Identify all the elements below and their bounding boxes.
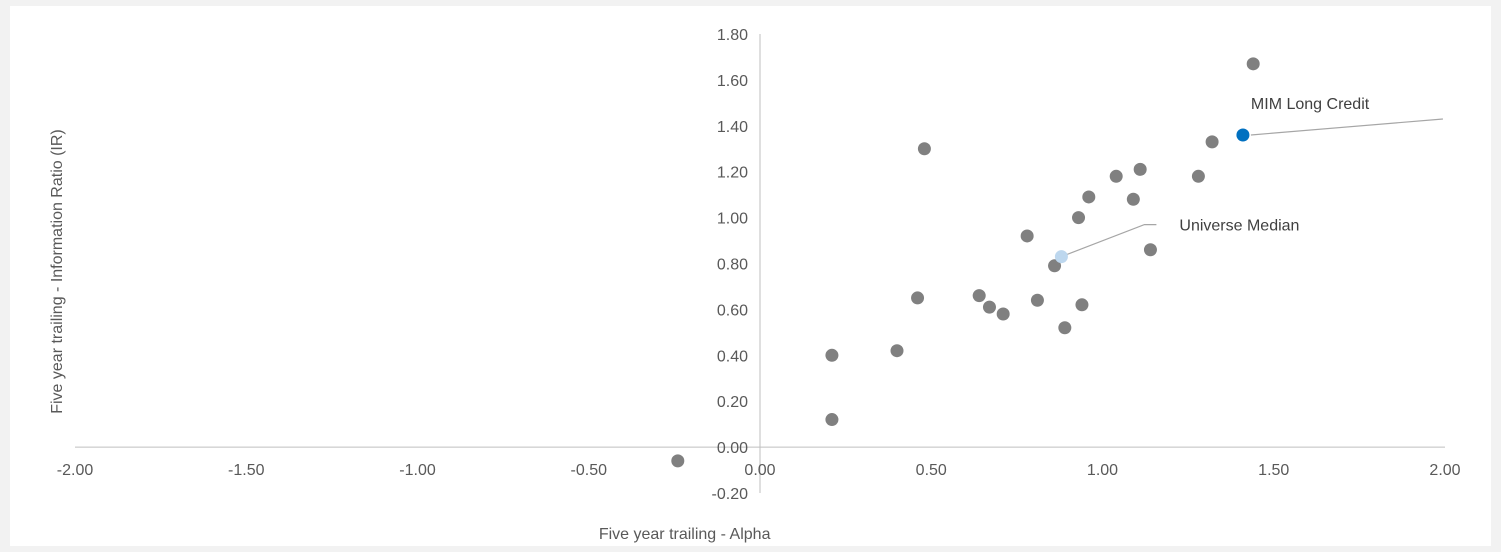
x-tick-label: 0.00 <box>744 462 775 479</box>
chart-area: -2.00 -1.50 -1.00 -0.50 0.00 0.50 1.00 1.50 2.00… <box>10 6 1491 546</box>
highlight-leader-line <box>1250 118 1443 136</box>
data-point <box>1058 321 1072 335</box>
data-point <box>825 348 839 362</box>
x-tick-label: -1.00 <box>399 462 436 479</box>
data-point <box>825 413 839 427</box>
y-tick-label: -0.20 <box>712 486 749 503</box>
data-point <box>972 289 986 303</box>
data-point <box>1082 190 1096 204</box>
data-point <box>1109 169 1123 183</box>
x-tick-label: 0.50 <box>916 462 947 479</box>
y-axis-title: Five year trailing - Information Ratio (… <box>49 129 66 414</box>
y-tick-labels: -0.20 0.00 0.20 0.40 0.60 0.80 1.00 1.20 1.40 1.6… <box>712 27 749 503</box>
y-tick-label: 0.60 <box>717 302 748 319</box>
x-tick-label: -2.00 <box>57 462 94 479</box>
data-point <box>890 344 904 358</box>
y-tick-label: 1.60 <box>717 73 748 90</box>
data-point <box>1126 192 1140 206</box>
data-point <box>1191 169 1205 183</box>
data-points <box>671 57 1260 468</box>
y-tick-label: 0.20 <box>717 394 748 411</box>
x-tick-label: 2.00 <box>1429 462 1460 479</box>
data-point <box>911 291 925 305</box>
y-tick-label: 0.40 <box>717 348 748 365</box>
x-tick-labels: -2.00 -1.50 -1.00 -0.50 0.00 0.50 1.00 1.50 2.00 <box>57 462 1461 479</box>
data-point <box>917 142 931 156</box>
y-tick-label: 0.00 <box>717 440 748 457</box>
data-point <box>1133 162 1147 176</box>
data-point <box>1205 135 1219 149</box>
data-point <box>996 307 1010 321</box>
y-tick-label: 0.80 <box>717 257 748 274</box>
x-tick-label: 1.50 <box>1258 462 1289 479</box>
data-point <box>671 454 685 468</box>
data-point <box>1048 259 1062 273</box>
x-tick-label: 1.00 <box>1087 462 1118 479</box>
x-tick-label: -0.50 <box>571 462 608 479</box>
median-leader-line <box>1061 224 1157 258</box>
axes <box>75 34 1445 493</box>
annotation-labels: MIM Long Credit Universe Median <box>1179 96 1369 235</box>
median-point <box>1054 250 1068 264</box>
x-axis-title: Five year trailing - Alpha <box>599 526 771 543</box>
annotation-leaders <box>1061 118 1443 258</box>
data-point <box>1020 229 1034 243</box>
data-point <box>1246 57 1260 71</box>
scatter-chart: -2.00 -1.50 -1.00 -0.50 0.00 0.50 1.00 1.50 2.00… <box>49 27 1461 543</box>
highlight-point <box>1236 128 1250 142</box>
y-tick-label: 1.20 <box>717 165 748 182</box>
y-tick-label: 1.40 <box>717 119 748 136</box>
data-point <box>1143 243 1157 257</box>
data-point <box>1072 211 1086 225</box>
median-annotation-label: Universe Median <box>1179 218 1299 235</box>
highlight-annotation-label: MIM Long Credit <box>1251 96 1370 113</box>
x-tick-label: -1.50 <box>228 462 265 479</box>
y-tick-label: 1.80 <box>717 27 748 44</box>
data-point <box>982 300 996 314</box>
y-tick-label: 1.00 <box>717 211 748 228</box>
data-point <box>1075 298 1089 312</box>
data-point <box>1030 293 1044 307</box>
